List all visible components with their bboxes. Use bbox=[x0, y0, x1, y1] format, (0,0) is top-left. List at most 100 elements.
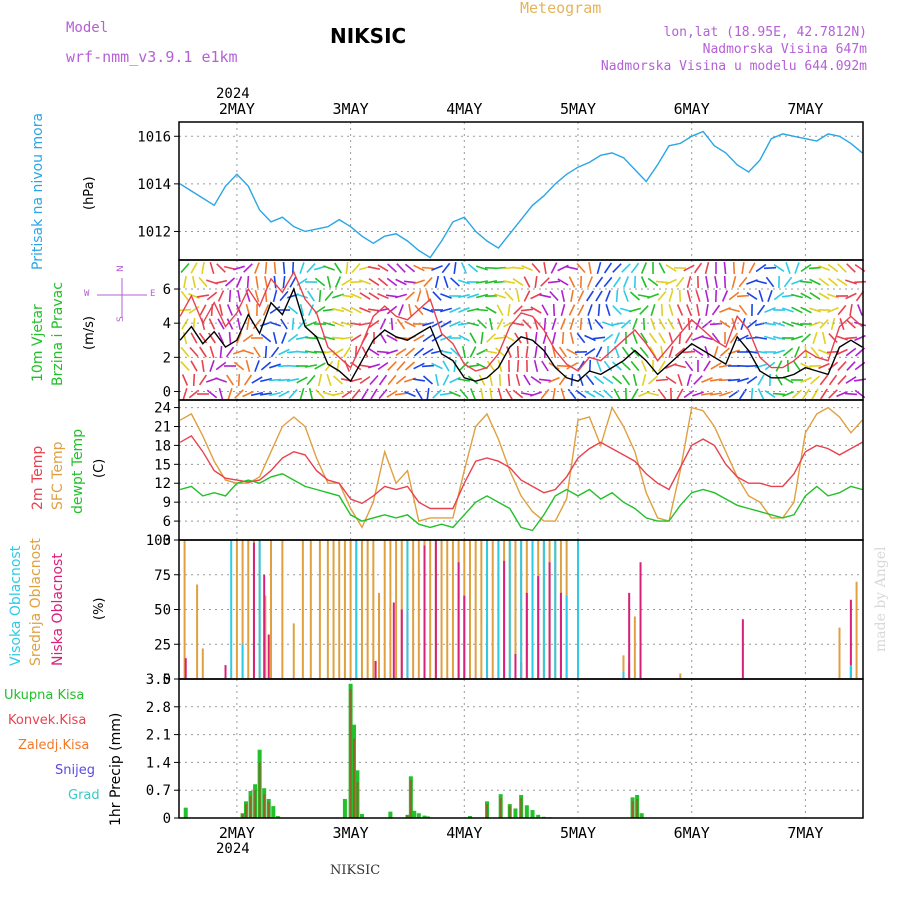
wind-arrow bbox=[462, 345, 466, 359]
wind-arrow bbox=[632, 374, 638, 386]
wind-arrow bbox=[260, 377, 272, 383]
wind-arrow bbox=[584, 334, 596, 342]
precip-convective-bar bbox=[258, 762, 261, 818]
wind-arrow bbox=[431, 362, 443, 370]
wind-arrow bbox=[394, 392, 408, 396]
wind-arrow bbox=[395, 278, 407, 286]
wind-arrow bbox=[191, 276, 197, 288]
wind-arrow bbox=[214, 279, 228, 285]
wind-arrow bbox=[620, 319, 632, 329]
wind-arrow bbox=[737, 377, 749, 383]
wind-arrow bbox=[746, 292, 758, 300]
wind-arrow bbox=[484, 350, 498, 354]
wind-arrow bbox=[386, 334, 398, 342]
y-tick-label: 15 bbox=[154, 457, 171, 473]
wind-arrow bbox=[588, 359, 592, 373]
wind-arrow bbox=[818, 349, 830, 355]
wind-arrow bbox=[367, 266, 381, 270]
wind-arrow bbox=[440, 293, 452, 299]
wind-arrow bbox=[705, 303, 709, 317]
precip-total-bar bbox=[388, 811, 393, 818]
wind-arrow bbox=[791, 306, 803, 314]
wind-arrow bbox=[658, 262, 666, 274]
top-day-label: 7MAY bbox=[787, 100, 823, 118]
wind-arrow bbox=[413, 264, 425, 272]
y-tick-label: 100 bbox=[146, 533, 171, 549]
wind-arrow bbox=[260, 333, 272, 343]
precip-total-bar bbox=[639, 813, 644, 818]
wind-arrow bbox=[453, 261, 457, 275]
wind-arrow bbox=[595, 346, 603, 358]
wind-arrow bbox=[234, 389, 244, 399]
wind-arrow bbox=[745, 364, 759, 368]
wind-arrow bbox=[549, 291, 559, 301]
wind-arrow bbox=[804, 345, 808, 359]
wind-arrow bbox=[507, 373, 511, 387]
wind-arrow bbox=[467, 293, 479, 299]
wind-arrow bbox=[489, 373, 493, 387]
top-day-label: 4MAY bbox=[446, 100, 482, 118]
wind-arrow bbox=[541, 304, 549, 316]
precip-total-bar bbox=[536, 814, 541, 818]
y-tick-label: 12 bbox=[154, 476, 171, 492]
wind-arrow bbox=[799, 280, 813, 284]
wind-arrow bbox=[615, 289, 619, 303]
wind-arrow bbox=[237, 289, 241, 303]
wind-arrow bbox=[704, 289, 710, 303]
wind-arrow bbox=[846, 319, 856, 329]
wind-arrow bbox=[818, 265, 830, 271]
wind-arrow bbox=[531, 262, 541, 274]
wind-arrow bbox=[341, 306, 353, 314]
wind-arrow bbox=[245, 303, 251, 317]
wind-arrow bbox=[844, 392, 858, 396]
wind-arrow bbox=[782, 376, 794, 384]
top-day-label: 2MAY bbox=[219, 100, 255, 118]
wind-arrow bbox=[810, 346, 820, 358]
wind-arrow bbox=[442, 374, 450, 386]
wind-arrow bbox=[547, 280, 561, 284]
wind-arrow bbox=[512, 278, 524, 286]
wind-arrow bbox=[370, 388, 378, 400]
wind-arrow bbox=[477, 319, 487, 329]
wind-arrow bbox=[845, 376, 857, 384]
wind-arrow bbox=[612, 276, 622, 288]
wind-arrow bbox=[534, 345, 538, 359]
wind-arrow bbox=[711, 332, 721, 344]
wind-arrow bbox=[226, 318, 234, 330]
wind-arrow bbox=[641, 373, 647, 387]
wind-arrow bbox=[206, 291, 218, 301]
wind-arrow bbox=[695, 290, 701, 302]
wind-arrow bbox=[421, 266, 435, 270]
wind-avg-line bbox=[179, 286, 863, 383]
wind-arrow bbox=[530, 375, 542, 385]
wind-arrow bbox=[757, 388, 765, 400]
wind-arrow bbox=[675, 276, 685, 288]
wind-arrow bbox=[746, 319, 758, 329]
wind-arrow bbox=[469, 332, 477, 344]
wind-arrow bbox=[849, 303, 853, 317]
wind-arrow bbox=[226, 374, 234, 386]
wind-arrow bbox=[368, 319, 380, 329]
wind-arrow bbox=[358, 322, 372, 326]
wind-arrow bbox=[449, 390, 461, 398]
wind-arrow bbox=[719, 320, 731, 328]
wind-arrow bbox=[592, 336, 606, 340]
wind-arrow bbox=[361, 346, 369, 358]
wind-arrow bbox=[324, 290, 334, 302]
wind-arrow bbox=[467, 263, 479, 273]
wind-arrow bbox=[575, 389, 587, 399]
wind-arrow bbox=[709, 392, 723, 396]
wind-arrow bbox=[254, 262, 260, 274]
y-tick-label: 0.7 bbox=[146, 783, 171, 799]
wind-arrow bbox=[403, 280, 417, 284]
wind-arrow bbox=[507, 303, 511, 317]
wind-arrow bbox=[647, 293, 659, 299]
wind-arrow bbox=[800, 292, 812, 300]
wind-arrow bbox=[431, 265, 443, 271]
precip-total-bar bbox=[275, 816, 280, 818]
wind-arrow bbox=[246, 317, 250, 331]
wind-arrow bbox=[513, 305, 523, 315]
y-tick-label: 2.8 bbox=[146, 700, 171, 716]
wind-arrow bbox=[818, 362, 830, 370]
wind-arrow bbox=[665, 375, 677, 385]
